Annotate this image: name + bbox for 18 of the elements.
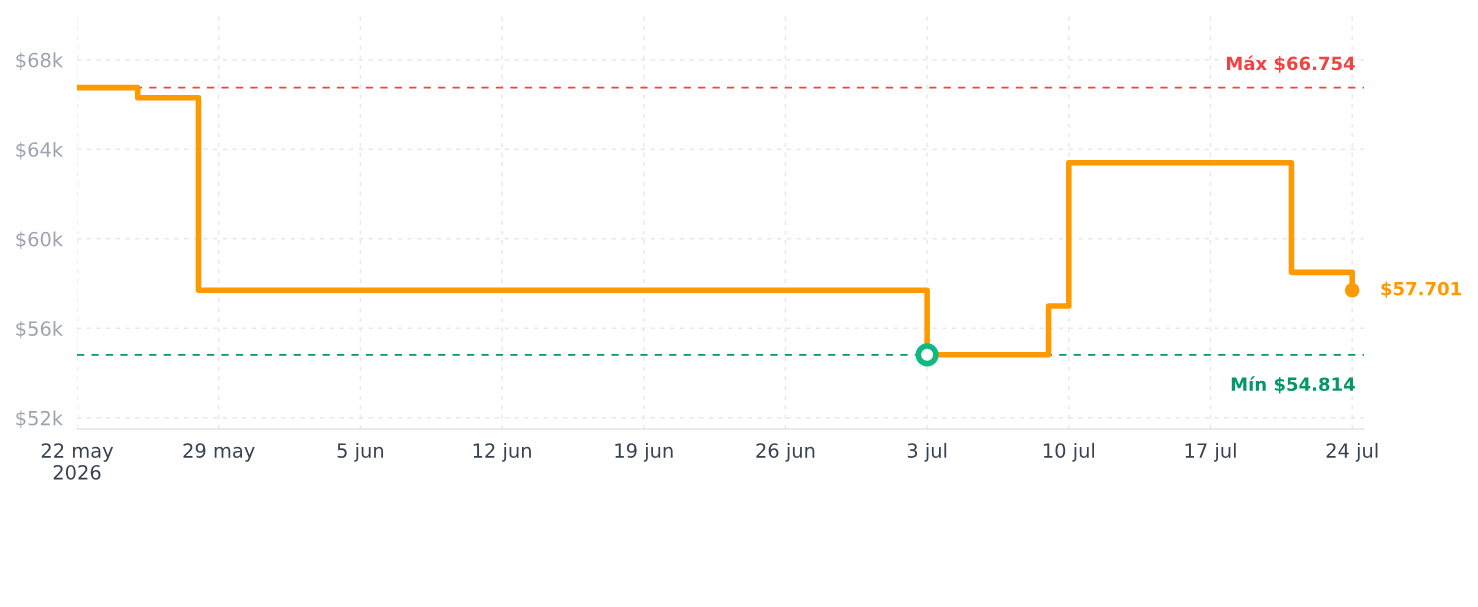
x-tick-label: 26 jun <box>756 442 815 462</box>
x-tick-label: 10 jul <box>1043 442 1095 462</box>
ref-line-label: Máx $66.754 <box>1227 55 1355 73</box>
y-tick-label: $60k <box>16 231 64 250</box>
y-tick-label: $68k <box>16 52 64 70</box>
y-tick-label: $56k <box>16 320 64 339</box>
x-tick-label: 5 jun <box>337 442 384 462</box>
x-tick-label: 22 may 2026 <box>41 443 114 480</box>
x-tick-label: 3 jul <box>907 442 947 462</box>
ref-line-label: Mín $54.814 <box>1231 376 1355 394</box>
x-tick-label: 17 jul <box>1185 442 1236 462</box>
y-tick-label: $64k <box>16 141 64 160</box>
x-tick-label: 29 may <box>183 443 255 462</box>
x-tick-label: 12 jun <box>473 442 531 462</box>
x-tick-label: 24 jul <box>1326 442 1378 462</box>
annotation: $57.701 <box>1381 281 1461 298</box>
x-tick-label: 19 jun <box>615 442 673 462</box>
y-tick-label: $52k <box>16 410 64 429</box>
